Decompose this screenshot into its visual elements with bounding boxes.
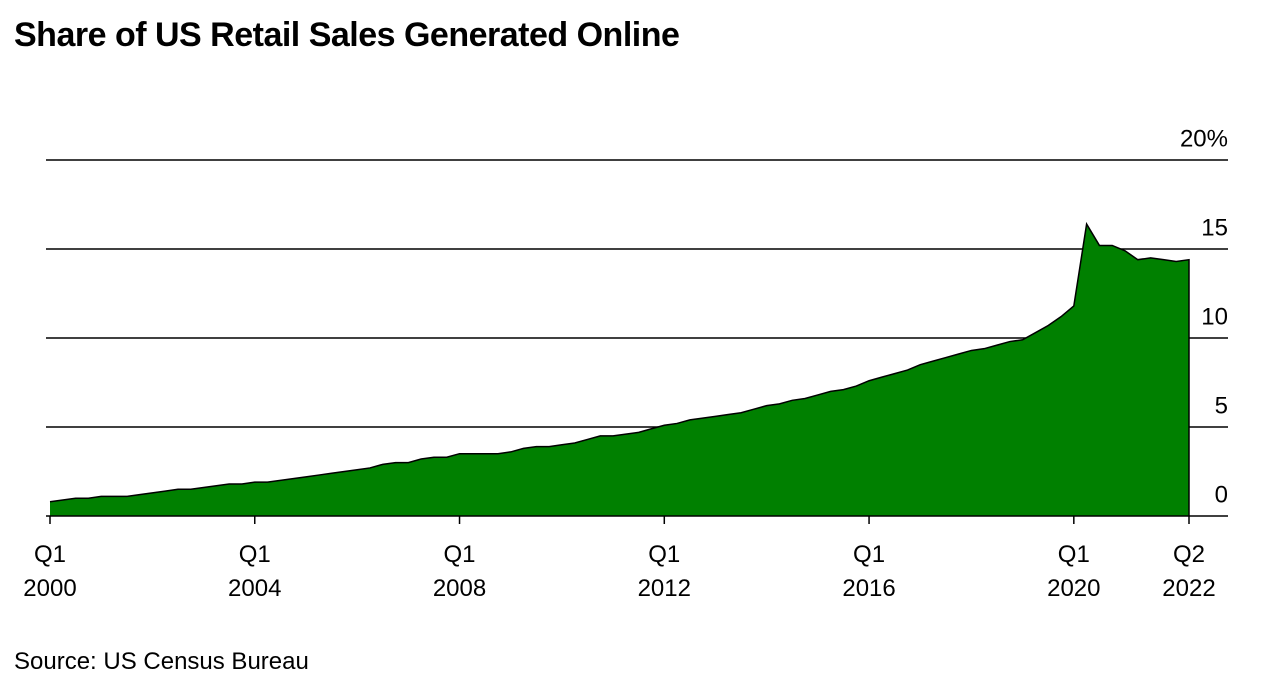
- source-note: Source: US Census Bureau: [14, 648, 309, 675]
- x-tick-label: Q1 2016: [842, 541, 896, 602]
- y-tick-label: 20%: [1180, 125, 1228, 152]
- area-outline: [49, 221, 1190, 516]
- y-tick-label: 10: [1201, 303, 1228, 330]
- x-tick-label: Q1 2000: [23, 541, 77, 602]
- chart-title: Share of US Retail Sales Generated Onlin…: [14, 16, 680, 54]
- y-tick-label: 0: [1215, 481, 1228, 508]
- y-tick-label: 5: [1215, 392, 1228, 419]
- y-tick-label: 15: [1201, 214, 1228, 241]
- area: [50, 224, 1189, 516]
- x-tick-label: Q1 2004: [228, 541, 282, 602]
- x-tick-label: Q1 2008: [432, 541, 487, 602]
- x-tick-label: Q1 2020: [1047, 541, 1101, 602]
- x-tick-label: Q1 2012: [637, 541, 691, 602]
- x-tick-label: Q2 2022: [1162, 541, 1216, 602]
